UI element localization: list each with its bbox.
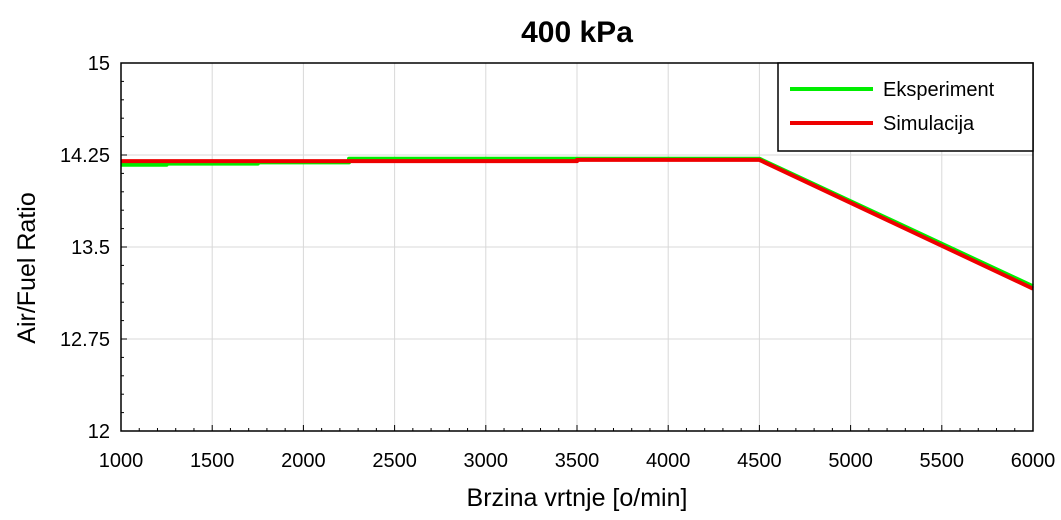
y-tick-label: 14.25: [60, 145, 110, 167]
x-tick-label: 5000: [828, 450, 873, 472]
ticks: 1000 1500 2000 2500 3000 3500 4000 4500 5000 5500…: [60, 53, 1055, 472]
legend-label-eksperiment: Eksperiment: [883, 79, 995, 101]
legend: Eksperiment Simulacija: [777, 62, 1034, 152]
x-tick-label: 3500: [555, 450, 600, 472]
y-tick-label: 12: [88, 421, 110, 443]
x-axis-label: Brzina vrtnje [o/min]: [467, 484, 688, 512]
y-axis-label: Air/Fuel Ratio: [13, 192, 41, 343]
y-tick-label: 12.75: [60, 329, 110, 351]
series-group: [121, 156, 1034, 291]
x-tick-label: 5500: [920, 450, 965, 472]
chart-title: 400 kPa: [521, 16, 633, 49]
x-tick-label: 1000: [99, 450, 144, 472]
y-tick-label: 13.5: [71, 237, 110, 259]
y-tick-label: 15: [88, 53, 110, 75]
x-tick-label: 2000: [281, 450, 326, 472]
x-tick-label: 4000: [646, 450, 691, 472]
x-tick-label: 4500: [737, 450, 782, 472]
legend-label-simulacija: Simulacija: [883, 113, 975, 135]
x-tick-label: 2500: [372, 450, 417, 472]
legend-box: [777, 62, 1034, 152]
x-tick-label: 3000: [464, 450, 509, 472]
series-line-simulacija: [121, 157, 1034, 291]
x-tick-label: 6000: [1011, 450, 1056, 472]
x-tick-label: 1500: [190, 450, 235, 472]
